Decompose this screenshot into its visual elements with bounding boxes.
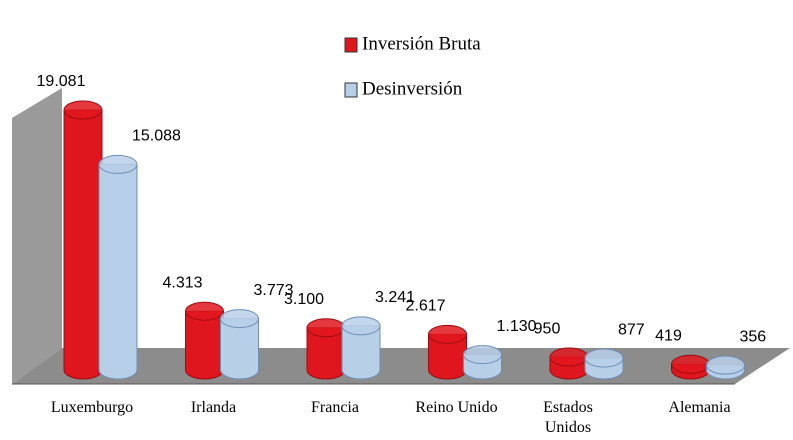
value-label: 419 xyxy=(655,328,682,345)
cylinder xyxy=(185,301,224,380)
cylinder-top xyxy=(220,309,259,329)
value-label: 3.100 xyxy=(284,291,324,308)
category-label: Luxemburgo xyxy=(50,399,134,416)
category-label: Reino Unido xyxy=(415,399,498,416)
category-label: Irlanda xyxy=(190,399,237,416)
back-wall xyxy=(12,88,62,384)
cylinder-top xyxy=(549,347,589,367)
cylinder-top xyxy=(63,100,103,120)
cylinder-body xyxy=(220,318,259,380)
value-label: 3.773 xyxy=(254,282,294,299)
cylinder-top xyxy=(671,354,710,374)
legend-swatch xyxy=(344,82,358,98)
cylinder xyxy=(706,355,745,380)
cylinder-top xyxy=(98,154,138,174)
cylinder-body xyxy=(98,163,138,380)
value-label: 877 xyxy=(618,321,645,338)
value-label: 1.130 xyxy=(497,318,537,335)
category-label: Alemania xyxy=(668,399,731,416)
cylinder-body xyxy=(185,310,224,380)
value-label: 2.617 xyxy=(405,298,445,315)
cylinder-top xyxy=(306,318,346,338)
cylinder xyxy=(306,318,346,380)
category-label: Estados Unidos xyxy=(543,399,593,436)
cylinder xyxy=(549,347,589,380)
legend-label: Inversión Bruta xyxy=(362,33,481,54)
value-label: 19.081 xyxy=(37,73,86,90)
value-label: 4.313 xyxy=(162,274,202,291)
cylinder-body xyxy=(341,325,381,380)
cylinder xyxy=(671,354,710,380)
category-label: Francia xyxy=(311,399,359,416)
cylinder-top xyxy=(706,355,745,375)
cylinder xyxy=(220,309,259,380)
cylinder-top xyxy=(428,324,467,344)
cylinder xyxy=(428,324,467,380)
value-label: 3.241 xyxy=(375,289,415,306)
legend-swatch xyxy=(344,37,358,53)
legend-label: Desinversión xyxy=(362,78,463,99)
cylinder-top xyxy=(341,316,381,336)
cylinder-body xyxy=(63,109,103,380)
cylinder xyxy=(341,316,381,380)
cylinder xyxy=(63,100,103,380)
cylinder-top xyxy=(185,301,224,321)
cylinder-top xyxy=(584,348,624,368)
cylinder xyxy=(584,348,624,380)
value-label: 950 xyxy=(534,320,561,337)
value-label: 356 xyxy=(740,328,767,345)
cylinder xyxy=(463,345,502,380)
value-label: 15.088 xyxy=(132,128,181,145)
cylinder xyxy=(98,154,138,380)
cylinder-top xyxy=(463,345,502,365)
